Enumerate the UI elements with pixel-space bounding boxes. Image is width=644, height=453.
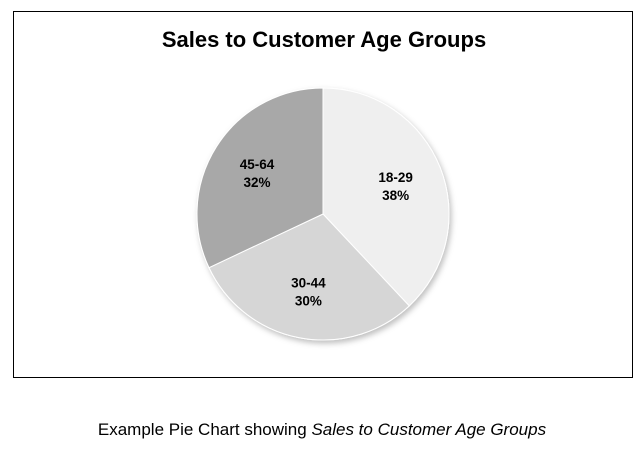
figure-caption: Example Pie Chart showing Sales to Custo… — [0, 420, 644, 440]
slice-category-label: 18-29 — [378, 170, 413, 185]
caption-emphasis: Sales to Customer Age Groups — [311, 420, 547, 439]
slice-value-label: 30% — [295, 294, 322, 309]
slice-value-label: 32% — [244, 175, 271, 190]
pie-slice-30-44 — [208, 213, 410, 341]
slice-category-label: 30-44 — [291, 276, 326, 291]
chart-title: Sales to Customer Age Groups — [161, 27, 487, 52]
slice-category-label: 45-64 — [240, 157, 275, 172]
pie-slice-45-64 — [196, 87, 324, 269]
caption-prefix: Example Pie Chart showing — [97, 420, 312, 439]
pie-slice-18-29 — [322, 87, 450, 307]
pie-chart: 18-29 38% 30-44 30% 45-64 32% — [196, 87, 450, 341]
chart-frame: Sales to Customer Age Groups 18-29 38% 30-… — [13, 11, 633, 378]
slice-value-label: 38% — [382, 188, 409, 203]
